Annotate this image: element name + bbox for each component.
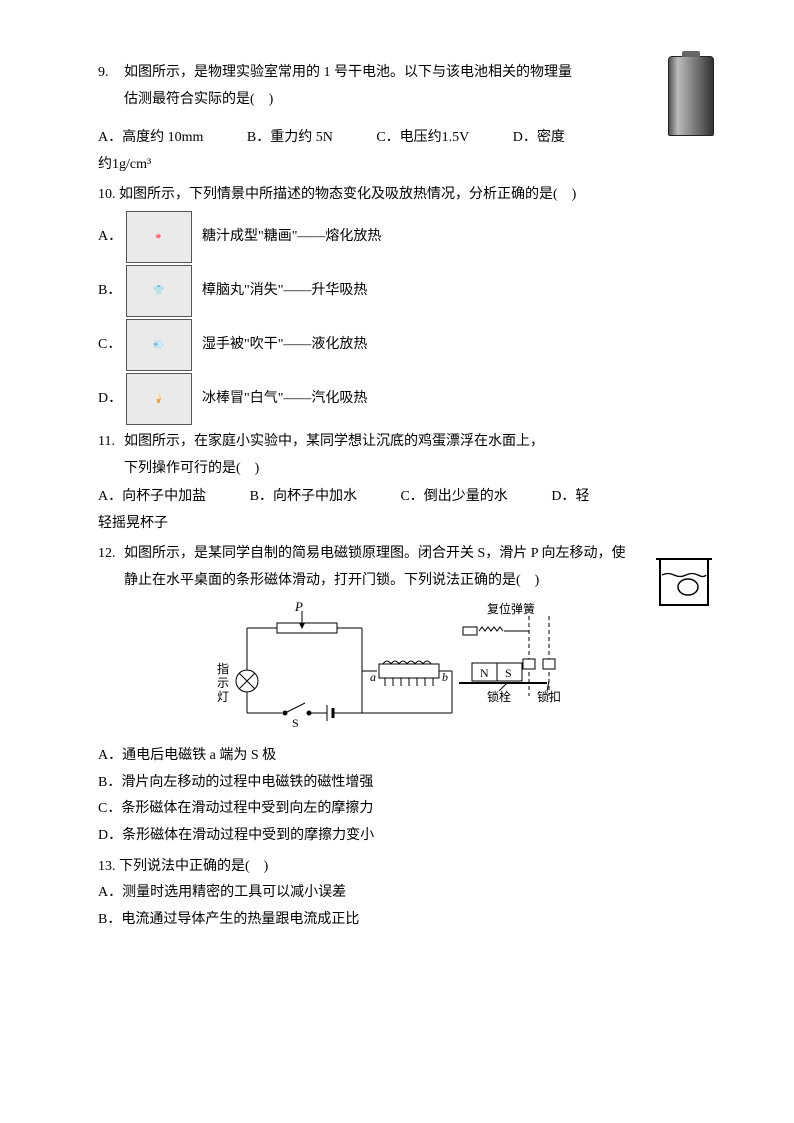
q10-option-c-row: C． 💨 湿手被"吹干"——液化放热 [98, 319, 696, 371]
bolt-label: 锁栓 [487, 689, 511, 704]
beaker-illustration [654, 555, 714, 609]
q12-option-d: D．条形磁体在滑动过程中受到的摩擦力变小 [98, 823, 696, 850]
indicator-label-2: 示 [217, 676, 229, 690]
q10-a-label: A． [98, 224, 116, 251]
question-9: 9. 如图所示，是物理实验室常用的 1 号干电池。以下与该电池相关的物理量 估测… [98, 60, 696, 178]
q11-option-a: A．向杯子中加盐 [98, 484, 206, 511]
q9-option-b: B．重力约 5N [247, 125, 333, 152]
q13-stem: 下列说法中正确的是( ) [119, 859, 268, 874]
spring-label: 复位弹簧 [487, 601, 535, 616]
q11-tail: 轻摇晃杯子 [98, 511, 696, 538]
q9-tail: 约1g/cm³ [98, 152, 696, 179]
question-12: 12. 如图所示，是某同学自制的简易电磁锁原理图。闭合开关 S，滑片 P 向左移… [98, 541, 696, 849]
sugar-painting-icon: 🍬 [126, 211, 192, 263]
q9-option-a: A．高度约 10mm [98, 125, 203, 152]
q12-stem-line2: 静止在水平桌面的条形磁体滑动，打开门锁。下列说法正确的是( ) [124, 573, 539, 588]
q13-number: 13. [98, 859, 116, 874]
hand-dryer-icon: 💨 [126, 319, 192, 371]
b-label: b [442, 670, 448, 684]
q13-option-b: B．电流通过导体产生的热量跟电流成正比 [98, 907, 696, 934]
switch-label: S [292, 716, 299, 730]
q9-option-d: D．密度 [513, 125, 565, 152]
question-10: 10. 如图所示，下列情景中所描述的物态变化及吸放热情况，分析正确的是( ) A… [98, 182, 696, 425]
q9-number: 9. [98, 60, 124, 113]
s-pole-label: S [505, 666, 512, 680]
q11-stem-line2: 下列操作可行的是( ) [124, 461, 259, 476]
circuit-diagram: 复位弹簧 P 指 示 灯 [98, 601, 696, 742]
popsicle-icon: 🍦 [126, 373, 192, 425]
indicator-label-1: 指 [217, 661, 229, 676]
q9-stem-line2: 估测最符合实际的是( ) [124, 92, 273, 107]
q10-stem: 如图所示，下列情景中所描述的物态变化及吸放热情况，分析正确的是( ) [119, 187, 576, 202]
q12-option-b: B．滑片向左移动的过程中电磁铁的磁性增强 [98, 770, 696, 797]
latch-label: 锁扣 [537, 689, 561, 704]
q11-stem-line1: 如图所示，在家庭小实验中，某同学想让沉底的鸡蛋漂浮在水面上， [124, 434, 544, 449]
q10-d-label: D． [98, 386, 116, 413]
exam-page: 9. 如图所示，是物理实验室常用的 1 号干电池。以下与该电池相关的物理量 估测… [0, 0, 794, 1123]
q12-option-c: C．条形磁体在滑动过程中受到向左的摩擦力 [98, 796, 696, 823]
q10-b-text: 樟脑丸"消失"——升华吸热 [202, 278, 367, 305]
q9-stem-line1: 如图所示，是物理实验室常用的 1 号干电池。以下与该电池相关的物理量 [124, 65, 572, 80]
q13-option-a: A．测量时选用精密的工具可以减小误差 [98, 880, 696, 907]
question-11: 11. 如图所示，在家庭小实验中，某同学想让沉底的鸡蛋漂浮在水面上， 下列操作可… [98, 429, 696, 537]
indicator-label-3: 灯 [217, 690, 229, 704]
q10-number: 10. [98, 187, 116, 202]
q10-b-label: B． [98, 278, 116, 305]
q10-c-label: C． [98, 332, 116, 359]
q12-stem-line1: 如图所示，是某同学自制的简易电磁锁原理图。闭合开关 S，滑片 P 向左移动，使 [124, 546, 626, 561]
q10-c-text: 湿手被"吹干"——液化放热 [202, 332, 367, 359]
question-13: 13. 下列说法中正确的是( ) A．测量时选用精密的工具可以减小误差 B．电流… [98, 854, 696, 934]
q11-number: 11. [98, 429, 124, 482]
p-label: P [294, 601, 303, 614]
q12-option-a: A．通电后电磁铁 a 端为 S 极 [98, 743, 696, 770]
mothball-icon: 👕 [126, 265, 192, 317]
q10-option-d-row: D． 🍦 冰棒冒"白气"——汽化吸热 [98, 373, 696, 425]
q10-option-a-row: A． 🍬 糖汁成型"糖画"——熔化放热 [98, 211, 696, 263]
n-pole-label: N [480, 666, 489, 680]
q11-option-d: D．轻 [551, 484, 589, 511]
q10-option-b-row: B． 👕 樟脑丸"消失"——升华吸热 [98, 265, 696, 317]
q12-number: 12. [98, 541, 124, 594]
a-label: a [370, 670, 376, 684]
q11-option-c: C．倒出少量的水 [400, 484, 507, 511]
q11-option-b: B．向杯子中加水 [250, 484, 357, 511]
q10-d-text: 冰棒冒"白气"——汽化吸热 [202, 386, 367, 413]
q9-option-c: C．电压约1.5V [376, 125, 469, 152]
q10-a-text: 糖汁成型"糖画"——熔化放热 [202, 224, 381, 251]
battery-illustration [668, 56, 714, 136]
